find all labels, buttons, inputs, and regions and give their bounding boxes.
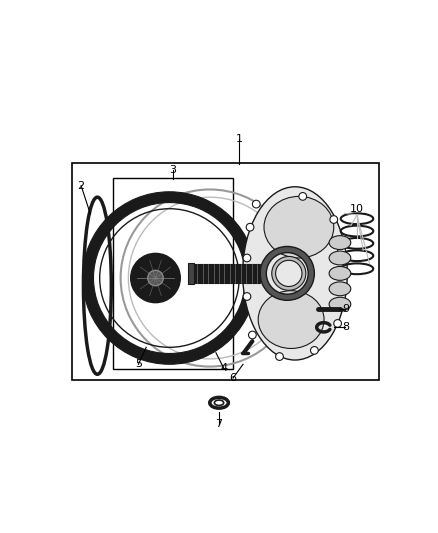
- Circle shape: [248, 331, 256, 339]
- Text: 6: 6: [230, 373, 237, 383]
- Text: 3: 3: [169, 165, 176, 175]
- Ellipse shape: [264, 196, 334, 258]
- Circle shape: [334, 320, 342, 327]
- Circle shape: [252, 200, 260, 208]
- Circle shape: [330, 216, 338, 223]
- Circle shape: [135, 258, 176, 298]
- Bar: [113, 178, 233, 369]
- Ellipse shape: [258, 290, 324, 349]
- Circle shape: [243, 293, 251, 301]
- Bar: [194, 264, 260, 282]
- Text: 4: 4: [220, 363, 227, 373]
- Ellipse shape: [329, 266, 351, 280]
- Ellipse shape: [329, 282, 351, 296]
- Circle shape: [339, 285, 347, 293]
- Ellipse shape: [329, 236, 351, 249]
- Ellipse shape: [329, 251, 351, 265]
- Text: 5: 5: [135, 359, 142, 369]
- Ellipse shape: [243, 187, 347, 360]
- Circle shape: [276, 353, 283, 360]
- Text: 10: 10: [350, 204, 364, 214]
- Circle shape: [148, 270, 163, 286]
- Text: 9: 9: [342, 304, 349, 314]
- Ellipse shape: [329, 297, 351, 311]
- Text: 2: 2: [78, 181, 85, 191]
- Text: 7: 7: [215, 419, 223, 429]
- Circle shape: [338, 246, 346, 254]
- Circle shape: [246, 223, 254, 231]
- Bar: [72, 163, 379, 379]
- Bar: [188, 263, 194, 284]
- Text: 8: 8: [342, 322, 349, 332]
- Circle shape: [243, 254, 251, 262]
- Circle shape: [311, 346, 318, 354]
- Circle shape: [299, 192, 307, 200]
- Text: 1: 1: [236, 134, 243, 144]
